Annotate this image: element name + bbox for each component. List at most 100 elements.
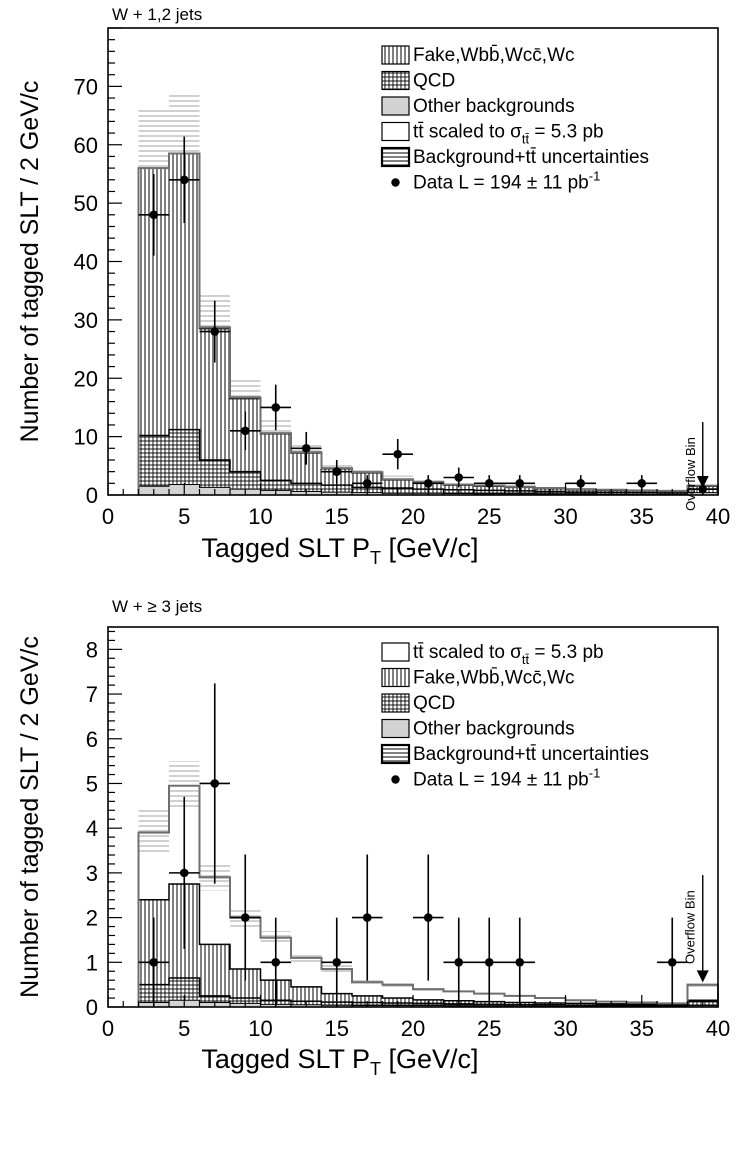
x-axis-label: Tagged SLT PT [GeV/c] (201, 1044, 478, 1079)
x-axis: 0 5 10 15 20 25 30 35 40 (102, 483, 730, 529)
legend-data-marker (391, 178, 400, 187)
data-points (138, 683, 688, 1007)
x-tick-label: 25 (477, 1016, 501, 1041)
legend-item-qcd: QCD (381, 693, 455, 714)
legend-swatch-other (381, 96, 410, 116)
data-point (240, 913, 250, 922)
data-point (210, 327, 220, 336)
y-tick-label: 0 (86, 483, 98, 508)
legend-label: tt̄ scaled to σtt̄ = 5.3 pb (413, 122, 604, 147)
qcd-bar (291, 483, 322, 492)
legend-swatch-qcd (381, 70, 410, 91)
x-tick-label: 5 (178, 504, 190, 529)
qcd-bar (169, 977, 200, 1001)
x-axis: 0 5 10 15 20 25 30 35 40 (102, 995, 730, 1041)
qcd-bar (199, 995, 230, 1003)
overflow-bin-label: Overflow Bin (683, 437, 698, 511)
legend-item-qcd: QCD (381, 70, 455, 92)
legend-label: QCD (413, 693, 455, 714)
data-point (149, 957, 159, 967)
legend-label: Data L = 194 ± 11 pb-1 (413, 766, 600, 791)
fake-bar (260, 433, 291, 481)
data-point (271, 403, 281, 412)
legend-item-data: Data L = 194 ± 11 pb-1 (391, 766, 600, 791)
x-tick-label: 30 (553, 1016, 577, 1041)
legend-label: Data L = 194 ± 11 pb-1 (413, 169, 600, 194)
legend-item-fake: Fake,Wbb̄,Wcc̄,Wc (381, 45, 575, 66)
legend-item-data: Data L = 194 ± 11 pb-1 (391, 169, 600, 194)
legend-swatch-qcd (381, 693, 410, 713)
legend-label-sub: tt̄ (522, 652, 530, 667)
data-point (179, 175, 189, 185)
legend-label-tail: = 5.3 pb (529, 122, 603, 143)
y-tick-label: 60 (74, 133, 98, 158)
chart-panel-w3jets: W + ≥ 3 jets 0 5 10 15 20 25 30 35 40 0 1 2 3 4 5 6 7 8 Tag… (16, 597, 730, 1079)
legend: tt̄ scaled to σtt̄ = 5.3 pbFake,Wbb̄,Wcc… (380, 642, 649, 791)
y-tick-label: 70 (74, 74, 98, 99)
legend-item-other: Other backgrounds (381, 719, 575, 740)
data-point (576, 479, 586, 488)
legend-label-tail: = 5.3 pb (529, 642, 603, 663)
legend-label: Background+tt̄ uncertainties (413, 744, 649, 765)
data-point (423, 479, 433, 488)
legend-item-unc: Background+tt̄ uncertainties (380, 743, 649, 765)
legend-label-main: tt̄ scaled to σ (413, 122, 522, 143)
chart-title: W + 1,2 jets (112, 5, 202, 24)
x-axis-label-main: Tagged SLT P (201, 533, 370, 563)
y-tick-label: 50 (74, 191, 98, 216)
data-point (667, 957, 677, 967)
x-axis-label-unit: [GeV/c] (381, 1044, 479, 1074)
data-point (454, 473, 464, 482)
y-tick-label: 7 (86, 682, 98, 707)
y-tick-label: 2 (86, 906, 98, 931)
legend-label: Other backgrounds (413, 96, 575, 117)
x-tick-label: 10 (248, 504, 272, 529)
data-point (332, 467, 342, 476)
legend-label: Background+tt̄ uncertainties (413, 147, 649, 168)
x-axis-label: Tagged SLT PT [GeV/c] (201, 533, 478, 568)
x-axis-label-main: Tagged SLT P (201, 1044, 370, 1074)
y-tick-label: 8 (86, 637, 98, 662)
y-axis: 0 10 20 30 40 50 60 70 (74, 27, 122, 508)
legend-swatch-ttbar (381, 642, 410, 662)
overflow-arrow-head (696, 475, 709, 488)
legend-label-sup: -1 (589, 169, 601, 184)
legend-label: Other backgrounds (413, 719, 575, 740)
x-tick-label: 30 (553, 504, 577, 529)
x-axis-label-sub: T (370, 1059, 381, 1079)
x-axis-label-unit: [GeV/c] (381, 533, 479, 563)
y-axis: 0 1 2 3 4 5 6 7 8 (86, 630, 122, 1020)
y-tick-label: 40 (74, 250, 98, 275)
x-tick-label: 20 (401, 504, 425, 529)
fake-bar (199, 944, 230, 996)
x-tick-label: 35 (630, 504, 654, 529)
fake-bar (291, 986, 322, 1002)
legend-label-main: Data L = 194 ± 11 pb (413, 770, 589, 791)
legend-swatch-ttbar (381, 121, 410, 142)
y-tick-label: 30 (74, 308, 98, 333)
fake-bar (382, 479, 413, 488)
data-point (149, 210, 159, 220)
data-point (301, 444, 311, 453)
y-tick-label: 3 (86, 861, 98, 886)
overflow-bin-label: Overflow Bin (683, 890, 698, 964)
y-tick-label: 1 (86, 950, 98, 975)
x-tick-label: 0 (102, 504, 114, 529)
data-point (484, 957, 494, 967)
legend-label: Fake,Wbb̄,Wcc̄,Wc (413, 45, 575, 66)
data-point (423, 913, 433, 922)
legend-item-fake: Fake,Wbb̄,Wcc̄,Wc (381, 668, 575, 689)
legend-swatch-fake (381, 45, 410, 65)
data-point (240, 426, 250, 436)
qcd-bar (230, 471, 261, 490)
x-tick-label: 15 (325, 1016, 349, 1041)
legend: Fake,Wbb̄,Wcc̄,Wc QCD Other backgrounds tt̄… (380, 45, 649, 194)
x-tick-label: 20 (401, 1016, 425, 1041)
y-tick-label: 10 (74, 425, 98, 450)
x-tick-label: 10 (248, 1016, 272, 1041)
legend-item-unc: Background+tt̄ uncertainties (380, 146, 649, 168)
x-tick-label: 25 (477, 504, 501, 529)
x-tick-label: 35 (630, 1016, 654, 1041)
data-point (515, 479, 525, 488)
